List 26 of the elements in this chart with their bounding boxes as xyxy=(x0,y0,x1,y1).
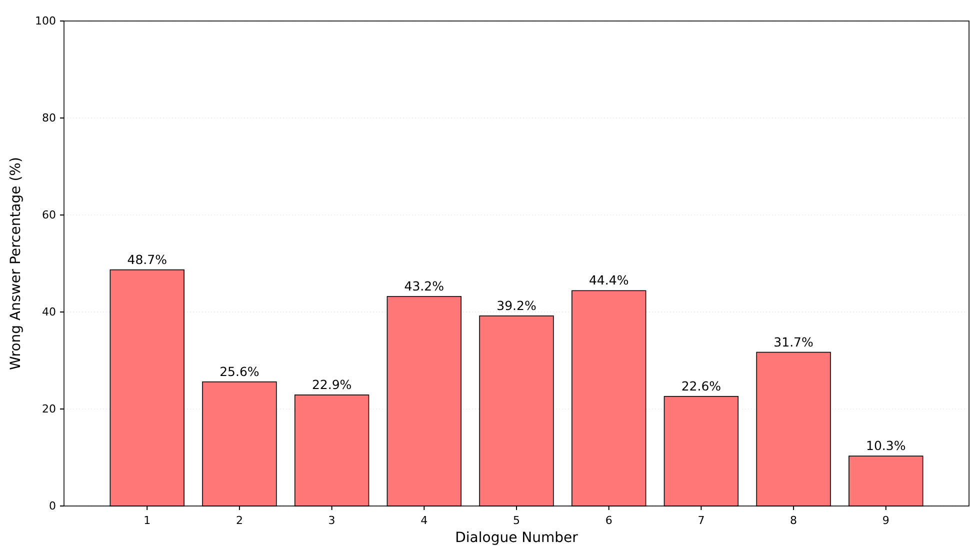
y-tick-label: 40 xyxy=(42,306,56,319)
y-tick-label: 100 xyxy=(35,14,56,28)
data-label: 22.6% xyxy=(681,378,722,394)
y-tick-label: 0 xyxy=(49,500,56,513)
x-tick-label: 4 xyxy=(420,514,428,527)
data-label: 43.2% xyxy=(404,278,444,294)
data-label: 44.4% xyxy=(588,272,629,288)
x-axis-title: Dialogue Number xyxy=(455,530,578,546)
data-label: 10.3% xyxy=(866,438,906,454)
x-tick-label: 1 xyxy=(144,514,151,527)
y-tick-label: 20 xyxy=(42,402,56,416)
data-label: 22.9% xyxy=(312,376,352,392)
x-tick-label: 9 xyxy=(882,514,890,527)
y-tick-label: 60 xyxy=(42,208,56,222)
data-label: 25.6% xyxy=(220,364,260,379)
x-tick-label: 2 xyxy=(236,514,243,527)
data-label: 48.7% xyxy=(127,252,168,267)
data-label: 39.2% xyxy=(496,298,536,313)
y-axis-title: Wrong Answer Percentage (%) xyxy=(8,157,24,370)
x-tick-label: 5 xyxy=(513,514,520,527)
x-tick-label: 3 xyxy=(328,514,336,527)
x-tick-label: 8 xyxy=(790,514,798,527)
data-label: 31.7% xyxy=(774,334,814,350)
x-tick-label: 6 xyxy=(605,514,612,527)
y-tick-label: 80 xyxy=(42,112,56,125)
x-tick-label: 7 xyxy=(698,514,705,527)
